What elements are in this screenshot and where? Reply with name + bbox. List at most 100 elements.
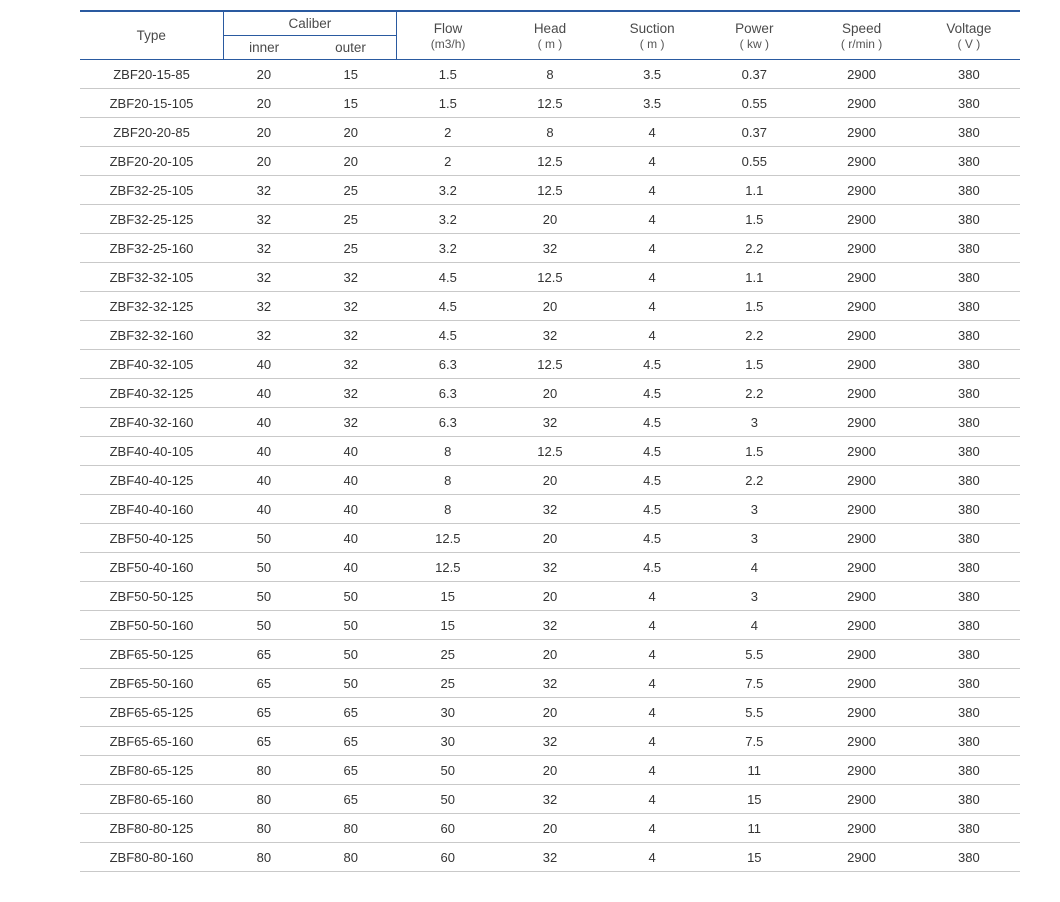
cell-outer: 80	[305, 814, 397, 843]
cell-inner: 20	[223, 147, 305, 176]
cell-head: 20	[499, 814, 601, 843]
cell-power: 0.55	[703, 89, 805, 118]
col-caliber: Caliber	[223, 11, 397, 36]
cell-voltage: 380	[918, 60, 1020, 89]
cell-type: ZBF32-25-125	[80, 205, 223, 234]
col-type: Type	[80, 11, 223, 60]
cell-voltage: 380	[918, 350, 1020, 379]
cell-type: ZBF40-40-160	[80, 495, 223, 524]
cell-suction: 3.5	[601, 89, 703, 118]
cell-voltage: 380	[918, 176, 1020, 205]
cell-speed: 2900	[805, 408, 917, 437]
cell-speed: 2900	[805, 321, 917, 350]
cell-suction: 4	[601, 321, 703, 350]
cell-voltage: 380	[918, 756, 1020, 785]
cell-voltage: 380	[918, 640, 1020, 669]
cell-flow: 3.2	[397, 234, 499, 263]
cell-head: 12.5	[499, 176, 601, 205]
cell-flow: 15	[397, 582, 499, 611]
table-row: ZBF80-80-125808060204112900380	[80, 814, 1020, 843]
cell-power: 15	[703, 843, 805, 872]
table-row: ZBF20-15-8520151.583.50.372900380	[80, 60, 1020, 89]
col-flow: Flow(m3/h)	[397, 11, 499, 60]
cell-suction: 4	[601, 176, 703, 205]
cell-speed: 2900	[805, 727, 917, 756]
cell-outer: 40	[305, 553, 397, 582]
cell-power: 2.2	[703, 234, 805, 263]
cell-head: 20	[499, 379, 601, 408]
cell-voltage: 380	[918, 234, 1020, 263]
cell-speed: 2900	[805, 89, 917, 118]
cell-outer: 32	[305, 350, 397, 379]
cell-inner: 80	[223, 785, 305, 814]
cell-head: 12.5	[499, 437, 601, 466]
cell-suction: 4.5	[601, 350, 703, 379]
cell-head: 32	[499, 611, 601, 640]
cell-flow: 50	[397, 785, 499, 814]
cell-type: ZBF65-65-125	[80, 698, 223, 727]
cell-flow: 15	[397, 611, 499, 640]
cell-inner: 40	[223, 495, 305, 524]
cell-head: 32	[499, 669, 601, 698]
cell-type: ZBF80-80-160	[80, 843, 223, 872]
cell-type: ZBF50-40-125	[80, 524, 223, 553]
cell-outer: 25	[305, 234, 397, 263]
cell-speed: 2900	[805, 524, 917, 553]
table-row: ZBF65-65-1606565303247.52900380	[80, 727, 1020, 756]
cell-speed: 2900	[805, 292, 917, 321]
cell-head: 20	[499, 756, 601, 785]
cell-power: 1.5	[703, 292, 805, 321]
cell-inner: 20	[223, 89, 305, 118]
cell-flow: 60	[397, 814, 499, 843]
cell-speed: 2900	[805, 785, 917, 814]
cell-voltage: 380	[918, 582, 1020, 611]
cell-voltage: 380	[918, 698, 1020, 727]
cell-inner: 50	[223, 524, 305, 553]
cell-type: ZBF32-32-105	[80, 263, 223, 292]
cell-power: 1.1	[703, 176, 805, 205]
table-row: ZBF40-40-12540408204.52.22900380	[80, 466, 1020, 495]
cell-suction: 4	[601, 727, 703, 756]
table-row: ZBF40-40-1054040812.54.51.52900380	[80, 437, 1020, 466]
cell-suction: 3.5	[601, 60, 703, 89]
cell-inner: 40	[223, 408, 305, 437]
cell-type: ZBF20-15-105	[80, 89, 223, 118]
col-voltage: Voltage( V )	[918, 11, 1020, 60]
cell-head: 32	[499, 321, 601, 350]
cell-power: 0.37	[703, 118, 805, 147]
cell-speed: 2900	[805, 176, 917, 205]
cell-speed: 2900	[805, 234, 917, 263]
cell-head: 32	[499, 553, 601, 582]
cell-flow: 3.2	[397, 176, 499, 205]
cell-speed: 2900	[805, 350, 917, 379]
cell-inner: 80	[223, 756, 305, 785]
cell-power: 1.5	[703, 437, 805, 466]
cell-flow: 4.5	[397, 292, 499, 321]
cell-inner: 80	[223, 814, 305, 843]
cell-outer: 50	[305, 611, 397, 640]
cell-flow: 8	[397, 437, 499, 466]
cell-type: ZBF80-65-160	[80, 785, 223, 814]
cell-inner: 20	[223, 60, 305, 89]
cell-power: 15	[703, 785, 805, 814]
table-row: ZBF80-65-125806550204112900380	[80, 756, 1020, 785]
cell-type: ZBF20-15-85	[80, 60, 223, 89]
cell-speed: 2900	[805, 814, 917, 843]
cell-inner: 32	[223, 292, 305, 321]
cell-type: ZBF80-65-125	[80, 756, 223, 785]
cell-voltage: 380	[918, 495, 1020, 524]
cell-voltage: 380	[918, 524, 1020, 553]
cell-outer: 80	[305, 843, 397, 872]
cell-type: ZBF40-32-160	[80, 408, 223, 437]
cell-suction: 4	[601, 118, 703, 147]
cell-speed: 2900	[805, 553, 917, 582]
col-inner: inner	[223, 36, 305, 60]
cell-outer: 40	[305, 437, 397, 466]
table-row: ZBF20-15-10520151.512.53.50.552900380	[80, 89, 1020, 118]
cell-suction: 4.5	[601, 553, 703, 582]
cell-head: 8	[499, 118, 601, 147]
table-row: ZBF65-65-1256565302045.52900380	[80, 698, 1020, 727]
cell-inner: 20	[223, 118, 305, 147]
cell-head: 12.5	[499, 89, 601, 118]
cell-suction: 4	[601, 205, 703, 234]
